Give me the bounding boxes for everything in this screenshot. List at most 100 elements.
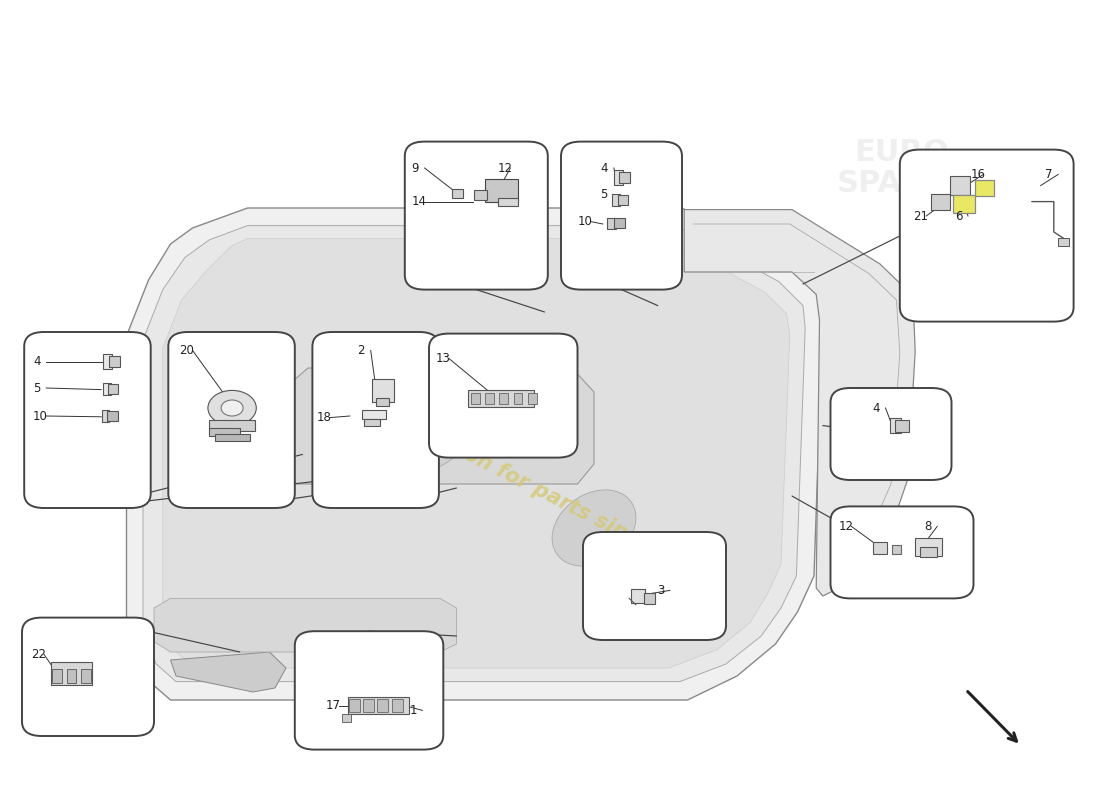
- Circle shape: [221, 400, 243, 416]
- Polygon shape: [163, 238, 790, 668]
- Text: 21: 21: [913, 210, 928, 222]
- Bar: [607, 218, 616, 229]
- Bar: [474, 190, 487, 200]
- Bar: [1058, 238, 1069, 246]
- Bar: [363, 699, 374, 712]
- Bar: [108, 384, 118, 394]
- Bar: [614, 218, 625, 229]
- Bar: [950, 176, 970, 195]
- Text: 14: 14: [411, 195, 427, 208]
- Ellipse shape: [382, 379, 476, 472]
- Text: 7: 7: [1045, 168, 1053, 181]
- Polygon shape: [684, 210, 915, 596]
- FancyBboxPatch shape: [830, 388, 952, 480]
- FancyBboxPatch shape: [830, 506, 974, 598]
- Bar: [348, 697, 408, 714]
- Bar: [499, 393, 508, 404]
- Bar: [618, 195, 627, 205]
- Text: 9: 9: [411, 162, 419, 174]
- Bar: [109, 356, 120, 367]
- Text: 5: 5: [601, 188, 608, 201]
- Bar: [209, 428, 240, 436]
- Bar: [364, 419, 380, 426]
- Text: 13: 13: [436, 352, 451, 365]
- Bar: [614, 170, 623, 185]
- FancyBboxPatch shape: [22, 618, 154, 736]
- Text: 4: 4: [33, 355, 41, 368]
- Bar: [377, 699, 388, 712]
- Text: 6: 6: [955, 210, 962, 222]
- Text: 8: 8: [924, 520, 932, 533]
- Bar: [931, 194, 950, 210]
- Text: 10: 10: [33, 410, 48, 422]
- Polygon shape: [143, 226, 805, 682]
- Bar: [915, 538, 942, 556]
- Ellipse shape: [552, 490, 636, 566]
- Text: 17: 17: [326, 699, 341, 712]
- Text: 12: 12: [497, 162, 513, 174]
- Bar: [644, 593, 654, 604]
- Bar: [53, 669, 62, 683]
- Text: 1: 1: [409, 704, 417, 717]
- Text: 20: 20: [179, 344, 195, 357]
- Bar: [376, 398, 389, 406]
- FancyBboxPatch shape: [900, 150, 1074, 322]
- Polygon shape: [126, 208, 823, 700]
- Bar: [362, 410, 386, 419]
- FancyBboxPatch shape: [24, 332, 151, 508]
- Bar: [101, 410, 110, 422]
- Bar: [372, 379, 394, 402]
- FancyBboxPatch shape: [561, 142, 682, 290]
- Text: 22: 22: [31, 648, 46, 661]
- FancyBboxPatch shape: [295, 631, 443, 750]
- Bar: [342, 714, 351, 722]
- FancyBboxPatch shape: [405, 142, 548, 290]
- Bar: [107, 411, 118, 421]
- FancyBboxPatch shape: [429, 334, 578, 458]
- Bar: [51, 662, 92, 685]
- Bar: [920, 547, 936, 557]
- Bar: [528, 393, 537, 404]
- Bar: [392, 699, 403, 712]
- Bar: [892, 545, 901, 554]
- Polygon shape: [154, 598, 456, 652]
- Bar: [214, 434, 250, 441]
- Bar: [485, 179, 518, 202]
- Text: 4: 4: [601, 162, 608, 174]
- Bar: [514, 393, 522, 404]
- Text: 10: 10: [578, 215, 593, 228]
- Circle shape: [208, 390, 256, 426]
- Bar: [873, 542, 887, 554]
- Bar: [103, 382, 110, 394]
- Bar: [619, 172, 630, 183]
- Text: 4: 4: [872, 402, 880, 414]
- Text: a passion for parts since 1985: a passion for parts since 1985: [387, 406, 713, 586]
- FancyBboxPatch shape: [312, 332, 439, 508]
- Text: 18: 18: [317, 411, 332, 424]
- Bar: [895, 419, 909, 431]
- Text: 12: 12: [838, 520, 854, 533]
- Bar: [67, 669, 77, 683]
- Bar: [631, 589, 645, 603]
- Text: 3: 3: [657, 584, 664, 597]
- Bar: [468, 390, 534, 407]
- Bar: [613, 194, 620, 206]
- Bar: [103, 354, 112, 369]
- FancyBboxPatch shape: [168, 332, 295, 508]
- Bar: [349, 699, 360, 712]
- Bar: [471, 393, 480, 404]
- Bar: [498, 198, 518, 206]
- Text: EURO
SPARES: EURO SPARES: [836, 138, 968, 198]
- FancyBboxPatch shape: [583, 532, 726, 640]
- Bar: [81, 669, 90, 683]
- Bar: [452, 189, 463, 198]
- Text: 5: 5: [33, 382, 41, 394]
- Text: 16: 16: [970, 168, 986, 181]
- Polygon shape: [280, 368, 594, 484]
- Bar: [975, 180, 994, 196]
- Bar: [209, 420, 255, 431]
- Polygon shape: [170, 652, 286, 692]
- Bar: [953, 195, 975, 213]
- Bar: [485, 393, 494, 404]
- Text: 2: 2: [358, 344, 365, 357]
